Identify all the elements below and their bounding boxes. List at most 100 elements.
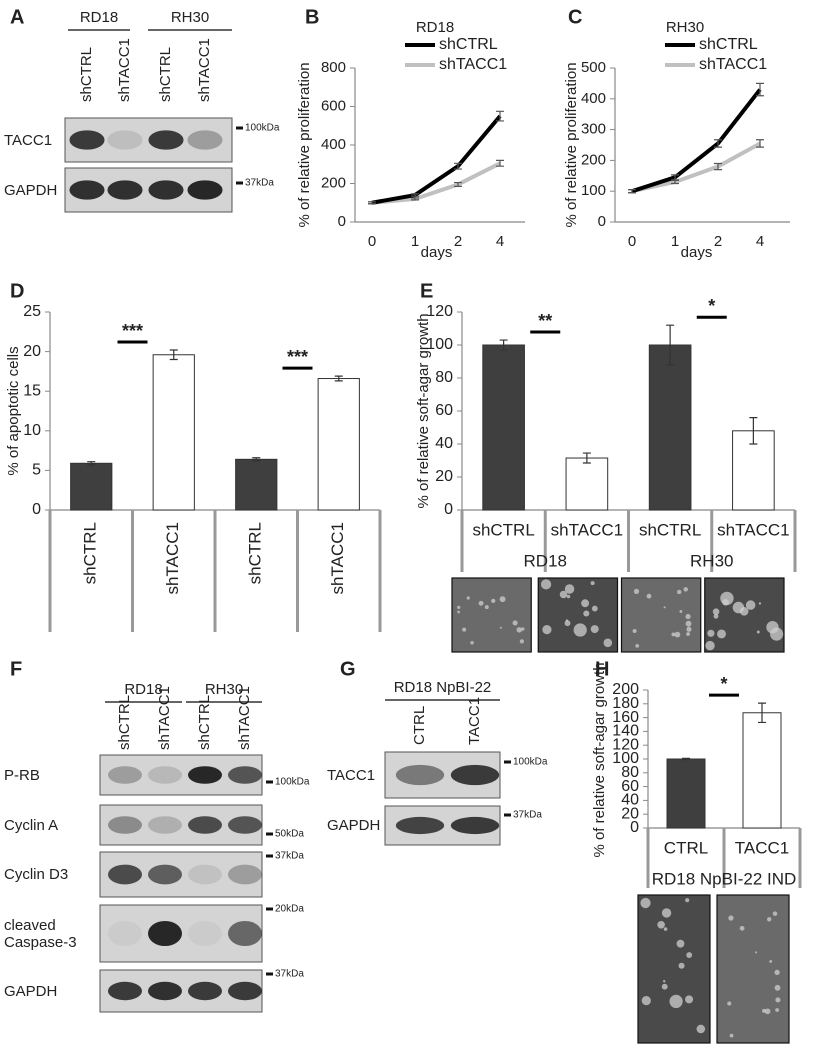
error-bar (582, 452, 591, 464)
marker-label: 100kDa (275, 777, 310, 788)
y-tick-label: 40 (621, 792, 639, 809)
y-tick-label: 20 (621, 805, 639, 822)
y-tick-label: 500 (581, 59, 606, 76)
row-label: GAPDH (4, 181, 58, 199)
marker-label: 50kDa (275, 829, 304, 840)
colony (646, 593, 652, 599)
blot-band (395, 816, 445, 835)
blot-band (227, 816, 263, 834)
series-line (631, 141, 761, 194)
colony (756, 630, 760, 634)
y-tick-label: 5 (32, 462, 41, 479)
x-axis-label: days (421, 244, 453, 261)
colony (679, 610, 683, 613)
bar (666, 758, 706, 829)
error-bar (749, 417, 758, 445)
lane-label: shCTRL (78, 47, 95, 102)
micrograph (637, 894, 711, 1044)
colony (685, 620, 692, 627)
colony (739, 925, 745, 931)
colony (663, 979, 666, 983)
blot-band (107, 981, 143, 1001)
lane-label: shTACC1 (156, 686, 173, 750)
y-tick-label: 60 (621, 778, 639, 795)
legend-label: shTACC1 (439, 56, 507, 73)
colony (591, 605, 598, 612)
group-label: RH30 (690, 551, 733, 570)
y-tick-label: 40 (435, 435, 453, 452)
colony (663, 927, 668, 931)
x-tick-label: 4 (496, 233, 504, 250)
colony (671, 632, 676, 637)
colony (685, 995, 694, 1004)
panel-letter: G (340, 658, 356, 680)
x-tick-label: 2 (714, 233, 722, 250)
significance-label: * (720, 674, 727, 694)
colony (462, 627, 467, 632)
blot-group-label: RH30 (205, 681, 243, 698)
y-tick-label: 400 (321, 136, 346, 153)
y-axis-label: % of relative proliferation (296, 62, 313, 227)
colony (728, 915, 734, 921)
colony (758, 602, 762, 605)
colony (769, 959, 773, 963)
error-bar (758, 702, 766, 724)
colony (674, 631, 681, 638)
colony (661, 983, 668, 990)
panel-letter: H (595, 658, 609, 680)
row-label-box: TACC1 (327, 767, 375, 784)
error-bar (411, 197, 419, 201)
error-bar (169, 349, 178, 361)
colony (542, 625, 552, 635)
colony (713, 613, 719, 619)
colony (641, 995, 651, 1006)
micrograph (451, 577, 532, 653)
y-tick-label: 10 (23, 422, 41, 439)
y-tick-label: 200 (321, 174, 346, 191)
y-tick-label: 0 (444, 501, 453, 518)
colony (685, 613, 691, 620)
blot-band (107, 130, 143, 150)
significance-label: *** (122, 321, 143, 341)
y-tick-label: 80 (435, 369, 453, 386)
colony (720, 591, 734, 606)
colony (727, 1001, 732, 1006)
colony (755, 951, 758, 954)
y-tick-label: 600 (321, 97, 346, 114)
colony (686, 632, 690, 636)
x-tick-label: shTACC1 (163, 522, 182, 594)
colony (657, 921, 665, 929)
blot-band (187, 766, 223, 784)
error-bar (714, 139, 722, 148)
colony (774, 984, 781, 991)
blot-band (107, 816, 143, 834)
marker-label: 37kDa (275, 969, 304, 980)
blot-band (107, 766, 143, 784)
colony (707, 629, 715, 637)
error-bar (496, 159, 504, 167)
y-tick-label: 100 (581, 182, 606, 199)
row-label: GAPDH (327, 817, 381, 834)
panel-letter: F (10, 658, 22, 680)
blot-band (147, 816, 183, 834)
y-tick-label: 180 (612, 695, 639, 712)
colony (717, 629, 726, 639)
bar (152, 354, 195, 511)
marker-tick (266, 780, 273, 784)
blot-band (147, 981, 183, 1001)
blot-band (450, 764, 500, 786)
colony (661, 908, 672, 918)
row-label-box: GAPDH (4, 983, 57, 1000)
colony (581, 599, 590, 608)
marker-label: 37kDa (275, 851, 304, 862)
marker-label: 37kDa (513, 810, 542, 821)
blot-band (450, 816, 500, 835)
colony (559, 590, 568, 599)
x-tick-label: 0 (368, 233, 376, 250)
colony (633, 588, 640, 595)
row-label: TACC1 (4, 131, 53, 149)
error-bar (671, 179, 679, 185)
error-bar (666, 324, 675, 366)
marker-tick (266, 907, 273, 911)
blot-group-label: RD18 (80, 9, 118, 26)
